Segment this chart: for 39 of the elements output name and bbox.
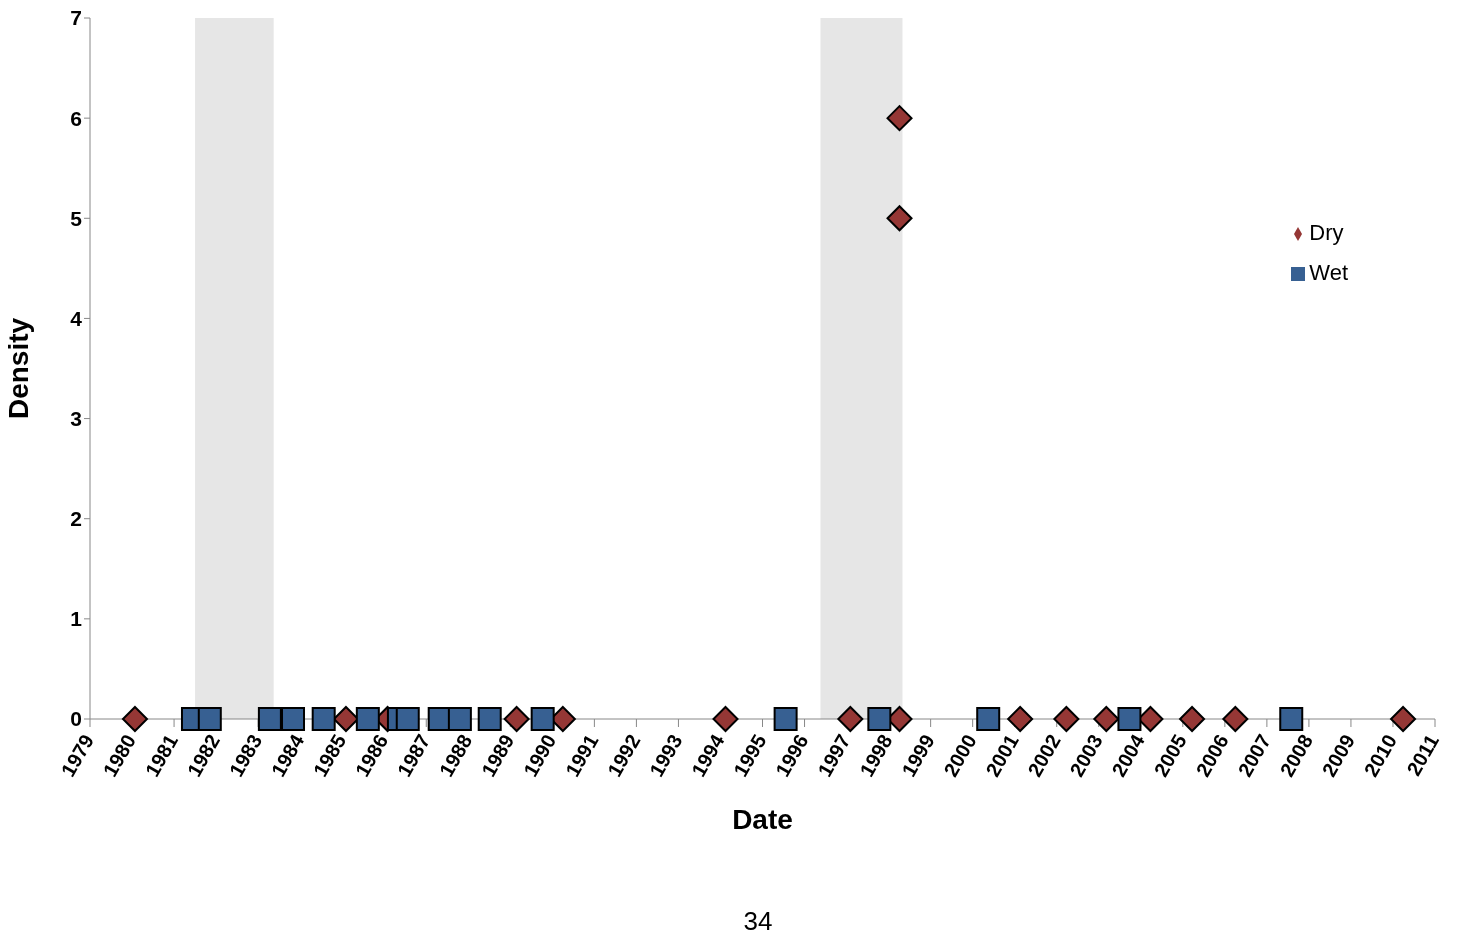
point xyxy=(197,707,222,731)
point xyxy=(712,706,739,732)
point xyxy=(1117,707,1142,731)
text: 34 xyxy=(742,906,774,937)
point xyxy=(395,707,420,731)
point xyxy=(837,706,864,732)
y-tick-label: 1 xyxy=(70,607,83,631)
y-tick-label: 7 xyxy=(70,6,82,30)
point xyxy=(1093,706,1120,732)
y-tick-label: 5 xyxy=(70,206,83,230)
y-tick-label: 2 xyxy=(70,507,82,531)
point xyxy=(311,707,336,731)
point xyxy=(281,707,306,731)
point xyxy=(886,205,913,232)
legend-label: Dry xyxy=(1309,220,1344,245)
y-axis-title: Density xyxy=(2,317,34,420)
point xyxy=(355,707,380,731)
point xyxy=(886,105,913,132)
point xyxy=(867,707,892,731)
legend-label: Wet xyxy=(1309,260,1348,285)
y-tick-label: 6 xyxy=(70,106,82,130)
point xyxy=(257,707,282,731)
y-tick-label: 4 xyxy=(70,306,83,330)
y-tick-label: 3 xyxy=(70,407,82,431)
point xyxy=(1222,706,1249,732)
point xyxy=(1053,706,1080,732)
point xyxy=(1007,706,1034,732)
point xyxy=(121,706,148,732)
point xyxy=(773,707,798,731)
point xyxy=(447,707,472,731)
point xyxy=(530,707,555,731)
point xyxy=(503,706,530,732)
x-axis-title: Date xyxy=(732,803,793,835)
y-tick-label: 0 xyxy=(70,707,82,731)
point xyxy=(477,707,502,731)
point xyxy=(1390,706,1417,732)
point xyxy=(1279,707,1304,731)
point xyxy=(1179,706,1206,732)
point xyxy=(976,707,1001,731)
